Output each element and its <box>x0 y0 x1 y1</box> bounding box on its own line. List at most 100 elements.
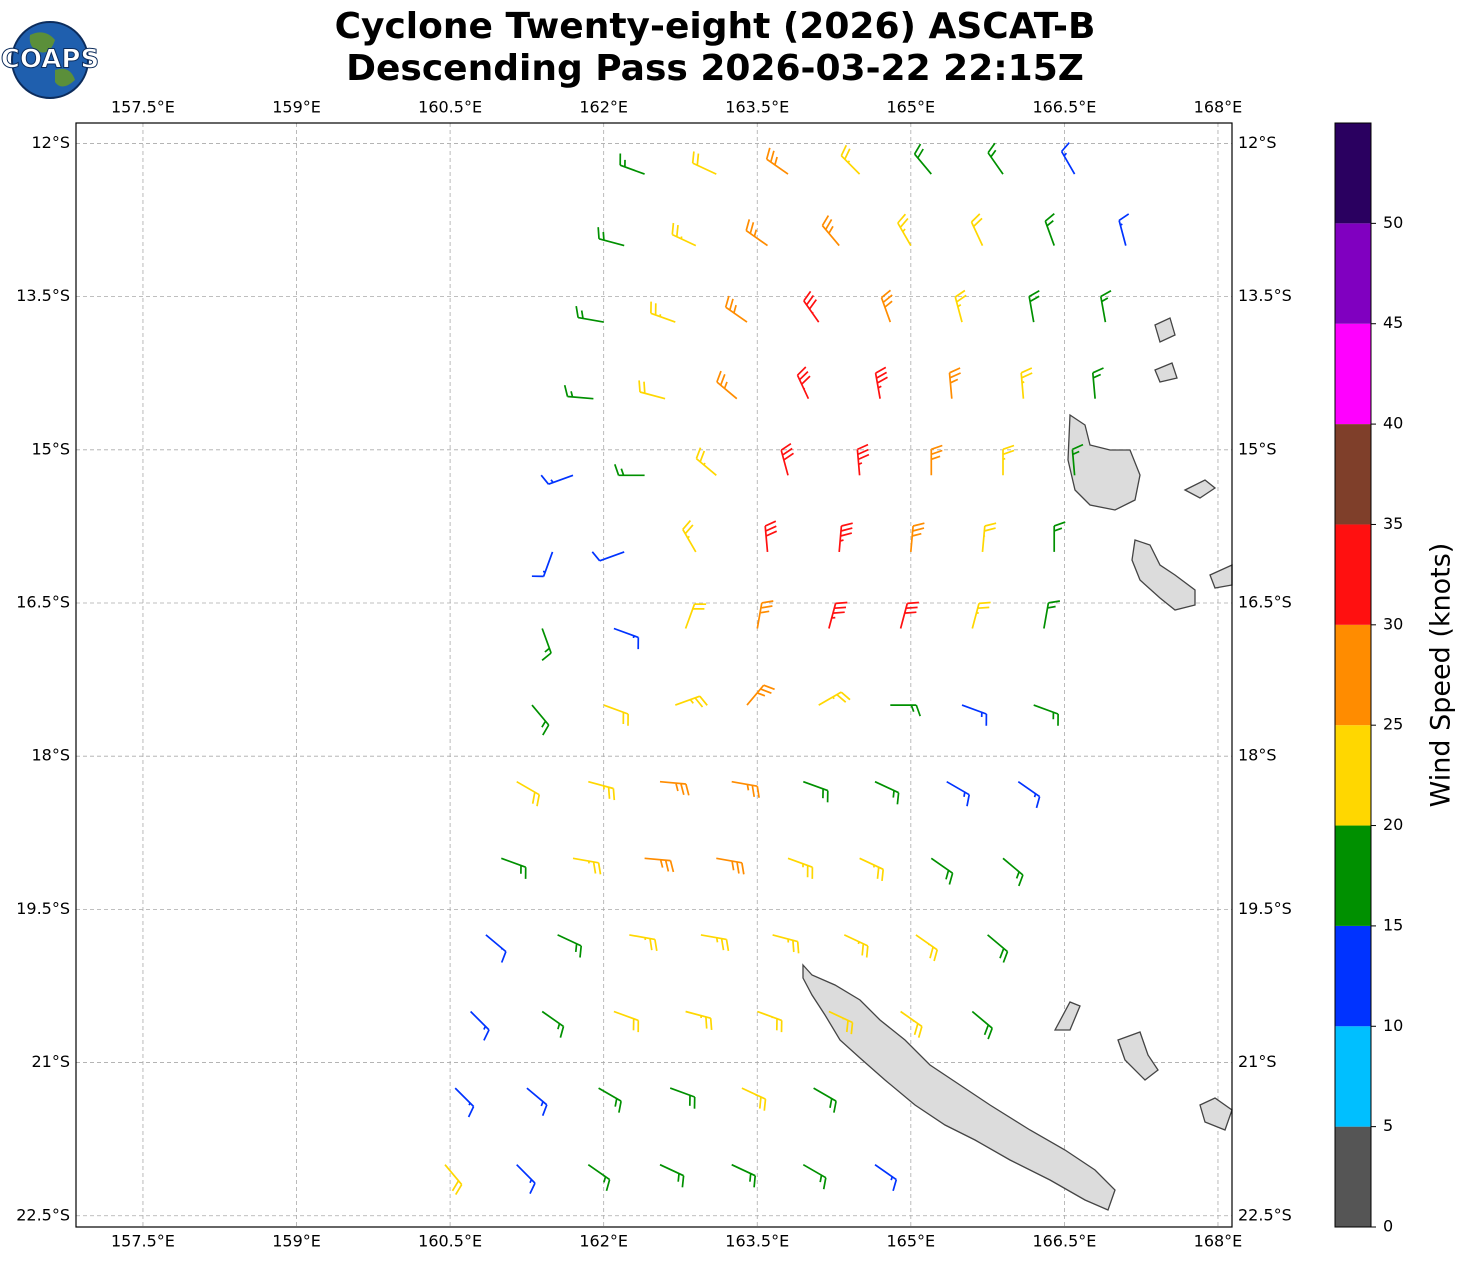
wind-barb <box>828 601 848 629</box>
wind-barb <box>675 695 708 708</box>
wind-barb <box>948 367 961 399</box>
wind-barb <box>818 691 851 706</box>
x-tick-label: 166.5°E <box>1032 1232 1096 1251</box>
colorbar-tick-label: 40 <box>1383 414 1403 433</box>
wind-barb <box>802 1163 827 1190</box>
wind-barb <box>716 857 745 875</box>
wind-barb <box>843 934 869 958</box>
wind-barb <box>716 370 738 400</box>
wind-barb <box>541 1010 565 1038</box>
y-tick-label: 13.5°S <box>16 286 70 305</box>
wind-barb <box>1002 444 1015 476</box>
wind-barb <box>803 780 829 803</box>
x-tick-label: 157.5°E <box>111 98 175 117</box>
y-tick-label: 21°S <box>31 1052 70 1071</box>
wind-barb <box>540 474 574 485</box>
wind-barb <box>897 213 912 247</box>
y-tick-label: 19.5°S <box>16 899 70 918</box>
y-tick-label: 12°S <box>31 133 70 152</box>
y-tick-label: 16.5°S <box>16 593 70 612</box>
wind-barb <box>987 934 1009 963</box>
x-tick-label: 163.5°E <box>725 98 789 117</box>
map-frame <box>75 122 1233 1228</box>
wind-barb <box>756 600 774 629</box>
wind-barb <box>1118 213 1130 246</box>
x-tick-label: 168°E <box>1194 98 1243 117</box>
wind-barb <box>840 144 861 175</box>
y-tick-label: 15°S <box>31 439 70 458</box>
colorbar-segment <box>1335 123 1371 224</box>
wind-barb <box>588 780 616 801</box>
colorbar-segment <box>1335 925 1371 1027</box>
wind-barb <box>629 934 658 952</box>
colorbar-tick-label: 45 <box>1383 313 1403 332</box>
wind-barb <box>572 857 602 875</box>
colorbar-tick-label: 5 <box>1383 1116 1393 1135</box>
wind-barb <box>659 780 690 796</box>
x-tick-label: 163.5°E <box>725 1232 789 1251</box>
wind-barb <box>613 464 645 477</box>
colorbar-tick-label: 50 <box>1383 213 1403 232</box>
wind-barb <box>685 1010 713 1030</box>
wind-barb <box>700 934 730 952</box>
wind-barb <box>971 1010 993 1040</box>
wind-barb <box>741 1087 767 1111</box>
wind-barb <box>880 289 893 323</box>
wind-barb <box>454 1087 475 1118</box>
wind-barb <box>557 934 583 958</box>
new-caledonia <box>802 963 1116 1211</box>
colorbar-segment <box>1335 624 1371 726</box>
logo-text: COAPS <box>1 45 99 75</box>
colorbar-tick-label: 10 <box>1383 1016 1403 1035</box>
wind-barb <box>695 447 717 476</box>
axis-ticks: 157.5°E 157.5°E 159°E 159°E 160.5°E 160.5°E 16… <box>16 98 1292 1251</box>
wind-barb <box>970 213 984 246</box>
y-tick-label: 21°S <box>1238 1052 1277 1071</box>
colorbar-segment <box>1335 524 1371 625</box>
wind-barb <box>516 780 541 807</box>
wind-barb <box>757 1010 783 1033</box>
x-tick-label: 162°E <box>579 98 628 117</box>
colorbar-label: Wind Speed (knots) <box>1426 543 1457 808</box>
wind-barb <box>1071 443 1084 476</box>
wind-barb <box>874 1164 898 1192</box>
wind-barb <box>469 1010 490 1041</box>
wind-barb <box>691 151 717 175</box>
x-tick-label: 157.5°E <box>111 1232 175 1251</box>
wind-barb <box>591 551 625 562</box>
logo: COAPS <box>0 21 100 99</box>
wind-barb <box>724 295 748 323</box>
wind-barb <box>1017 781 1041 809</box>
wind-barb <box>1091 367 1104 399</box>
wind-barb <box>1099 290 1112 323</box>
y-tick-label: 18°S <box>31 746 70 765</box>
wind-barb <box>874 366 888 399</box>
colorbar-tick-label: 20 <box>1383 815 1403 834</box>
island <box>1183 479 1217 499</box>
wind-barb <box>1043 600 1061 629</box>
colorbar-segment <box>1335 223 1371 324</box>
colorbar-tick-label: 0 <box>1383 1217 1393 1236</box>
wind-barb <box>987 142 1004 175</box>
wind-barb <box>485 934 507 963</box>
colorbar-tick-label: 35 <box>1383 514 1403 533</box>
wind-barb <box>803 290 820 323</box>
wind-barb <box>930 444 943 476</box>
wind-barb <box>772 934 800 954</box>
wind-barb <box>587 1164 611 1192</box>
y-tick-label: 22.5°S <box>16 1205 70 1224</box>
x-tick-label: 165°E <box>886 98 935 117</box>
x-tick-label: 159°E <box>272 98 321 117</box>
wind-barb <box>971 601 991 629</box>
wind-barb <box>619 153 645 175</box>
wind-barb <box>598 1087 622 1113</box>
wind-barb <box>946 780 971 807</box>
wind-barb <box>856 443 870 476</box>
wind-barb <box>650 301 676 323</box>
colorbar-segment <box>1335 825 1371 926</box>
land <box>802 317 1233 1211</box>
y-tick-label: 22.5°S <box>1238 1205 1292 1224</box>
wind-barb <box>746 684 775 706</box>
colorbar-segment <box>1335 1026 1371 1127</box>
